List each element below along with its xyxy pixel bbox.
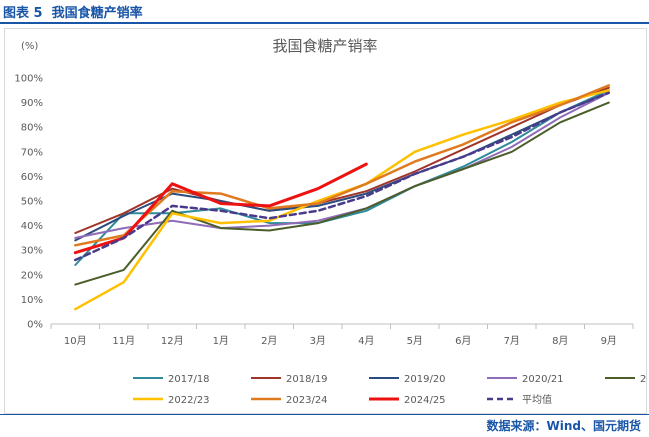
legend-item: 2022/23 (133, 395, 210, 406)
legend-item: 2020/21 (487, 374, 564, 385)
y-tick-label: 60% (21, 172, 43, 183)
legend-item: 2019/20 (369, 374, 446, 385)
chart-frame: 我国食糖产销率 (%) 0% 10% 20% 30% 40% 50% 60% 70% 80% 90… (4, 28, 647, 414)
legend-item: 2017/18 (133, 374, 210, 385)
series-line-2018-19 (74, 86, 610, 234)
series-line-2023-24 (74, 84, 611, 247)
footer-divider (0, 414, 649, 415)
y-tick-label: 30% (21, 246, 43, 257)
legend-label: 2023/24 (286, 395, 328, 406)
legend: 2017/18 2018/19 2019/20 2020/21 2021/22 2022/… (133, 374, 646, 406)
legend-label: 2017/18 (168, 374, 210, 385)
x-tick-label: 2月 (261, 335, 277, 347)
legend-label: 2020/21 (522, 374, 564, 385)
series-line-2017-18 (74, 89, 610, 266)
legend-label: 2018/19 (286, 374, 328, 385)
legend-label: 2024/25 (404, 395, 446, 406)
x-tick-label: 4月 (358, 335, 374, 347)
y-tick-label: 70% (21, 147, 43, 158)
chart-title: 我国食糖产销率 (272, 37, 377, 55)
x-tick-label: 3月 (310, 335, 326, 347)
x-tick-label: 5月 (407, 335, 423, 347)
y-tick-label: 0% (27, 320, 43, 331)
axes: 0% 10% 20% 30% 40% 50% 60% 70% 80% 90% 100% 10月 11月 1… (14, 74, 634, 347)
series-line-2021-22 (74, 101, 610, 286)
legend-item: 平均值 (487, 393, 552, 406)
legend-label: 2019/20 (404, 374, 446, 385)
figure-header: 图表 5 我国食糖产销率 (0, 0, 649, 24)
legend-label: 平均值 (522, 393, 552, 406)
x-tick-label: 11月 (112, 335, 135, 347)
line-chart: 我国食糖产销率 (%) 0% 10% 20% 30% 40% 50% 60% 70% 80% 90… (14, 37, 646, 406)
x-tick-label: 6月 (455, 335, 471, 347)
legend-label: 2022/23 (168, 395, 210, 406)
x-tick-label: 8月 (552, 335, 568, 347)
x-tick-label: 12月 (161, 335, 184, 347)
y-tick-label: 100% (14, 74, 43, 85)
x-tick-label: 9月 (601, 335, 617, 347)
y-tick-label: 20% (21, 270, 43, 281)
header-divider (0, 22, 649, 24)
y-tick-label: 90% (21, 98, 43, 109)
legend-label: 2021/22 (640, 374, 646, 385)
unit-label: (%) (21, 41, 38, 52)
x-tick-label: 7月 (504, 335, 520, 347)
y-tick-label: 50% (21, 197, 43, 208)
y-tick-label: 10% (21, 295, 43, 306)
legend-item: 2018/19 (251, 374, 328, 385)
y-tick-label: 40% (21, 221, 43, 232)
source-note: 数据来源：Wind、国元期货 (486, 419, 641, 433)
x-tick-label: 10月 (64, 335, 87, 347)
y-tick-label: 80% (21, 123, 43, 134)
legend-item: 2024/25 (369, 395, 446, 406)
legend-item: 2023/24 (251, 395, 328, 406)
figure-caption: 图表 5 我国食糖产销率 (3, 6, 143, 21)
legend-item: 2021/22 (605, 374, 646, 385)
series-line- (74, 91, 611, 262)
x-tick-label: 1月 (213, 335, 229, 347)
series-lines (73, 84, 611, 311)
